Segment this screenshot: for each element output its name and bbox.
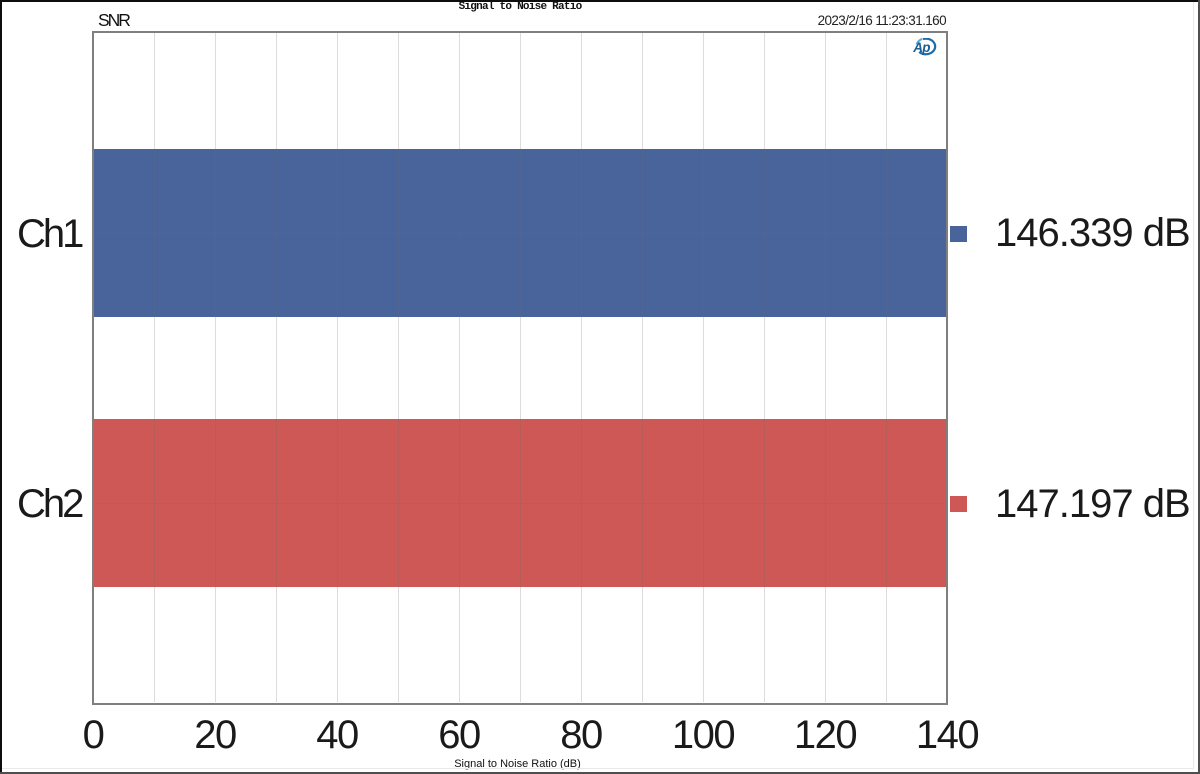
svg-text:A: A (912, 40, 923, 55)
svg-text:p: p (921, 40, 930, 55)
